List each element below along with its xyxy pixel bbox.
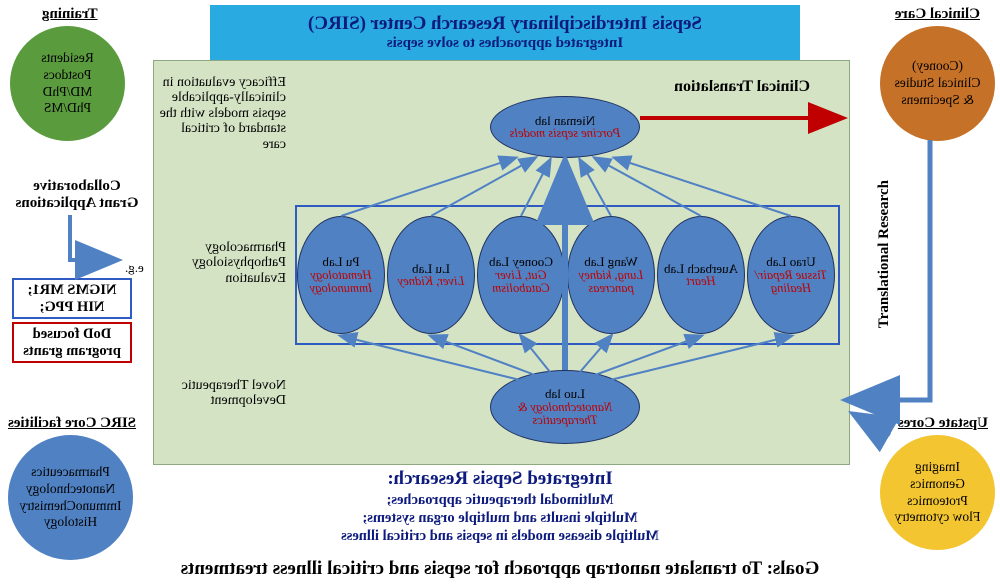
- corner-tl: (Cooney) Clinical Studies & Specimens: [880, 26, 995, 141]
- lab-4: Lu Lab Liver, Kidney: [387, 216, 475, 334]
- corner-br-title: SIRC Core facilities: [8, 415, 136, 432]
- lab-0-desc: Tissue Repair/ Healing: [748, 269, 834, 295]
- pharm-block: Pharmacology Pathophysiology Evaluation: [158, 240, 286, 286]
- lab-1-desc: Heart: [686, 275, 715, 288]
- bottom-node-name: Luo lab: [545, 387, 585, 401]
- grants-heading: Collaborative Grant Applications: [12, 178, 142, 211]
- lab-0: Urao Lab Tissue Repair/ Healing: [747, 216, 835, 334]
- corner-tl-title: Clinical Care: [895, 6, 980, 23]
- goals: Goals: To translate nanotrap approach fo…: [0, 558, 1000, 580]
- tr-0: Residents: [41, 50, 94, 67]
- lab-2: Wang Lab Lung, kidney pancreas: [567, 216, 655, 334]
- top-node: Nieman lab Porcine sepsis models: [490, 96, 640, 158]
- grant-box-1: NIGMS MR1; NIH PPG;: [12, 278, 132, 319]
- lab-5-desc: Hematology Immunology: [298, 269, 384, 295]
- corner-tr: Residents Postdocs MD/PhD PhD/MS: [10, 26, 125, 141]
- tl-0: (Cooney): [912, 58, 963, 75]
- lab-1-name: Auerbach Lab: [664, 262, 738, 276]
- lab-2-desc: Lung, kidney pancreas: [568, 269, 654, 295]
- title-line2: Integrated approaches to solve sepsis: [387, 35, 623, 52]
- lab-3-name: Cooney Lab: [489, 255, 553, 269]
- grant-box-2: DoD focused program grants: [12, 322, 132, 363]
- lab-3-desc: Gut, Liver Catabolism: [478, 269, 564, 295]
- lab-4-desc: Liver, Kidney: [398, 275, 465, 288]
- lab-5: Pu Lab Hematology Immunology: [297, 216, 385, 334]
- translational-label: Translational Research: [876, 180, 893, 328]
- isr-title: Integrated Sepsis Research:: [0, 468, 1000, 490]
- bottom-node: Luo lab Nanotechnology & Therapeutics: [490, 370, 640, 444]
- isr-l2: Multiple insults and multiple organ syst…: [0, 510, 1000, 527]
- bottom-node-desc: Nanotechnology & Therapeutics: [491, 401, 639, 427]
- top-node-name: Nieman lab: [535, 114, 595, 128]
- lab-0-name: Urao Lab: [766, 255, 815, 269]
- tr-1: Postdocs: [44, 67, 92, 84]
- tl-1: Clinical Studies: [895, 75, 981, 92]
- lab-3: Cooney Lab Gut, Liver Catabolism: [477, 216, 565, 334]
- novel-block: Novel Therapeutic Development: [158, 378, 286, 409]
- title-band: Sepsis Interdisciplinary Research Center…: [210, 5, 800, 60]
- lab-1: Auerbach Lab Heart: [657, 216, 745, 334]
- tr-3: PhD/MS: [44, 100, 91, 117]
- lab-5-name: Pu Lab: [322, 255, 359, 269]
- efficacy-block: Efficacy evaluation in clinically-applic…: [158, 75, 286, 152]
- title-line1: Sepsis Interdisciplinary Research Center…: [308, 13, 702, 35]
- isr-l3: Multiple disease models in sepsis and cr…: [0, 528, 1000, 545]
- clinical-translation-label: Clinical Translation: [674, 78, 810, 96]
- tl-2: & Specimens: [901, 92, 973, 109]
- corner-tr-title: Training: [42, 6, 98, 23]
- lab-2-name: Wang Lab: [584, 255, 637, 269]
- isr-l1: Multimodal therapeutic approaches;: [0, 492, 1000, 509]
- tr-2: MD/PhD: [43, 84, 93, 101]
- grants-eg: e.g.: [125, 260, 144, 276]
- corner-bl-title: Upstate Cores: [898, 415, 988, 432]
- lab-4-name: Lu Lab: [412, 262, 450, 276]
- top-node-desc: Porcine sepsis models: [510, 127, 621, 140]
